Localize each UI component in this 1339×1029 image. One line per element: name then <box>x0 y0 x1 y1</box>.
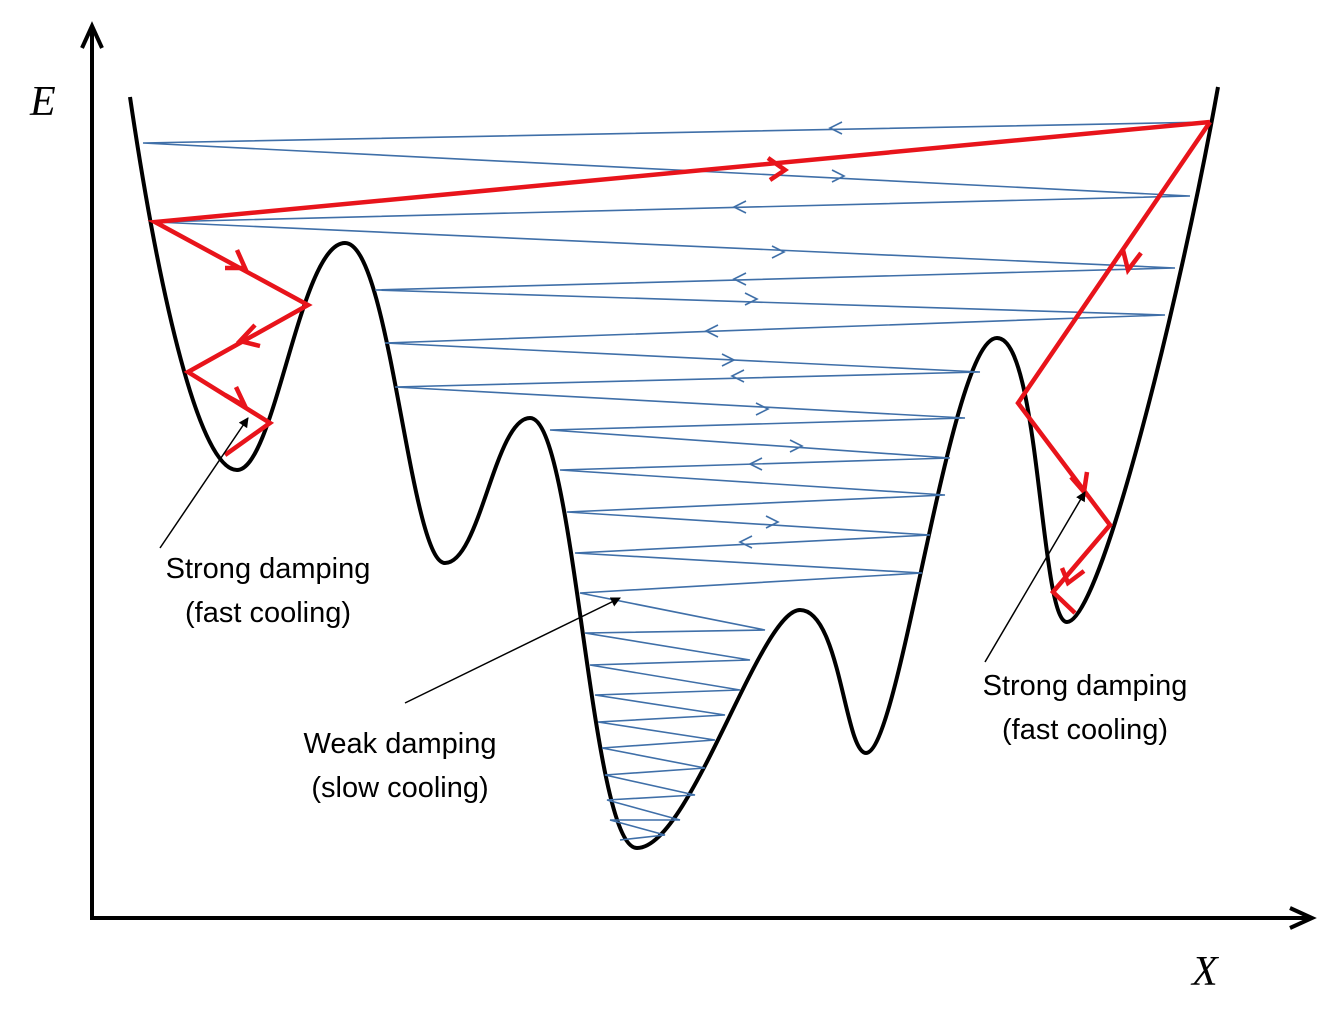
annotation-text: Strong damping <box>166 553 371 585</box>
energy-curve <box>128 86 1220 851</box>
weak-damping-trajectory <box>142 121 1211 841</box>
annotation-text: (slow cooling) <box>311 772 488 804</box>
y-arrow <box>80 21 104 49</box>
annotation-text: Weak damping <box>304 728 497 760</box>
annotation-text: (fast cooling) <box>1002 714 1168 746</box>
weak-arrowheads <box>704 121 846 549</box>
x-arrow <box>1289 906 1317 930</box>
x-axis-label: X <box>1190 949 1220 995</box>
y-axis-label: E <box>29 79 56 125</box>
axes <box>80 21 1317 930</box>
strong-damping-trajectories <box>147 119 1212 615</box>
annotation-text: Strong damping <box>983 670 1188 702</box>
annotation-text: (fast cooling) <box>185 597 351 629</box>
annotation-pointers <box>159 417 1086 704</box>
